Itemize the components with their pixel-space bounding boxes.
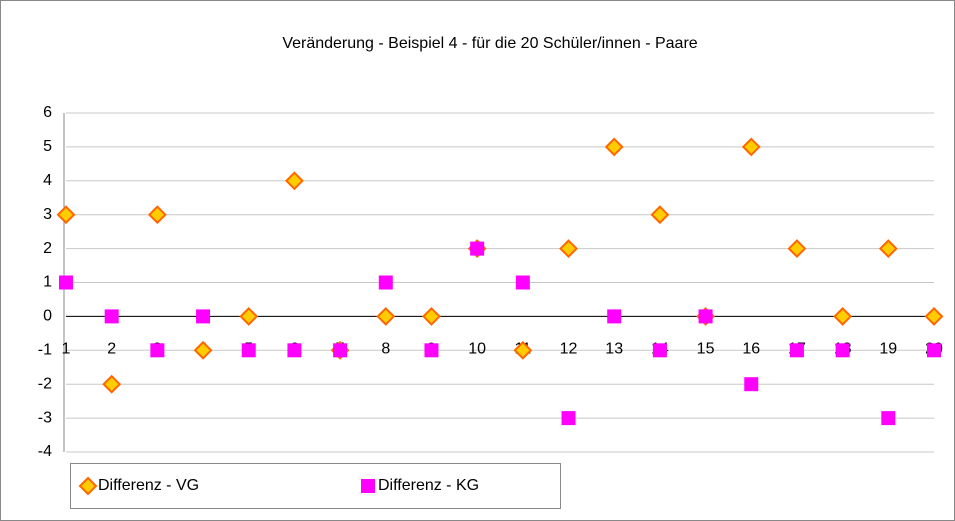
- y-tick-label: 5: [43, 138, 52, 155]
- y-tick-label: 1: [43, 274, 52, 291]
- y-tick-label: -2: [38, 375, 52, 392]
- x-tick-label: 2: [107, 341, 116, 358]
- x-tick-label: 19: [879, 341, 897, 358]
- chart-title: Veränderung - Beispiel 4 - für die 20 Sc…: [282, 35, 697, 52]
- point: [741, 137, 761, 157]
- point: [881, 411, 896, 426]
- point: [515, 275, 530, 290]
- legend-marker: [361, 479, 375, 493]
- point: [196, 309, 211, 324]
- point: [241, 343, 256, 358]
- point: [239, 306, 259, 326]
- x-tick-label: 8: [381, 341, 390, 358]
- x-tick-label: 1: [62, 341, 71, 358]
- point: [744, 377, 759, 392]
- point: [698, 309, 713, 324]
- x-tick-label: 16: [742, 341, 760, 358]
- x-tick-label: 10: [468, 341, 486, 358]
- y-tick-label: 2: [43, 240, 52, 257]
- y-tick-label: 6: [43, 104, 52, 121]
- y-tick-label: 3: [43, 206, 52, 223]
- point: [376, 306, 396, 326]
- point: [378, 275, 393, 290]
- point: [287, 343, 302, 358]
- point: [927, 343, 941, 358]
- y-tick-label: 0: [43, 308, 52, 325]
- point: [833, 306, 853, 326]
- point: [559, 239, 578, 259]
- point: [650, 205, 670, 225]
- legend-label: Differenz - KG: [378, 477, 479, 494]
- point: [561, 411, 576, 426]
- point: [147, 205, 167, 225]
- legend-box: [70, 463, 561, 509]
- point: [333, 343, 348, 358]
- point: [56, 205, 76, 225]
- point: [878, 239, 898, 259]
- y-tick-label: -1: [38, 342, 52, 359]
- point: [652, 343, 667, 358]
- point: [470, 241, 485, 256]
- point: [513, 340, 533, 360]
- point: [59, 275, 73, 290]
- point: [787, 239, 807, 259]
- legend-marker: [78, 476, 98, 496]
- x-tick-label: 13: [605, 341, 623, 358]
- y-tick-label: 4: [43, 172, 52, 189]
- point: [102, 374, 122, 394]
- x-tick-label: 12: [560, 341, 578, 358]
- y-tick-label: -4: [38, 443, 52, 460]
- point: [424, 343, 439, 358]
- point: [924, 306, 944, 326]
- point: [150, 343, 165, 358]
- y-tick-label: -3: [38, 409, 52, 426]
- point: [422, 306, 441, 326]
- point: [285, 171, 304, 191]
- point: [193, 340, 213, 360]
- x-tick-label: 15: [697, 341, 715, 358]
- point: [789, 343, 804, 358]
- legend-label: Differenz - VG: [98, 477, 199, 494]
- point: [604, 137, 624, 157]
- point: [104, 309, 119, 324]
- point: [835, 343, 850, 358]
- point: [607, 309, 622, 324]
